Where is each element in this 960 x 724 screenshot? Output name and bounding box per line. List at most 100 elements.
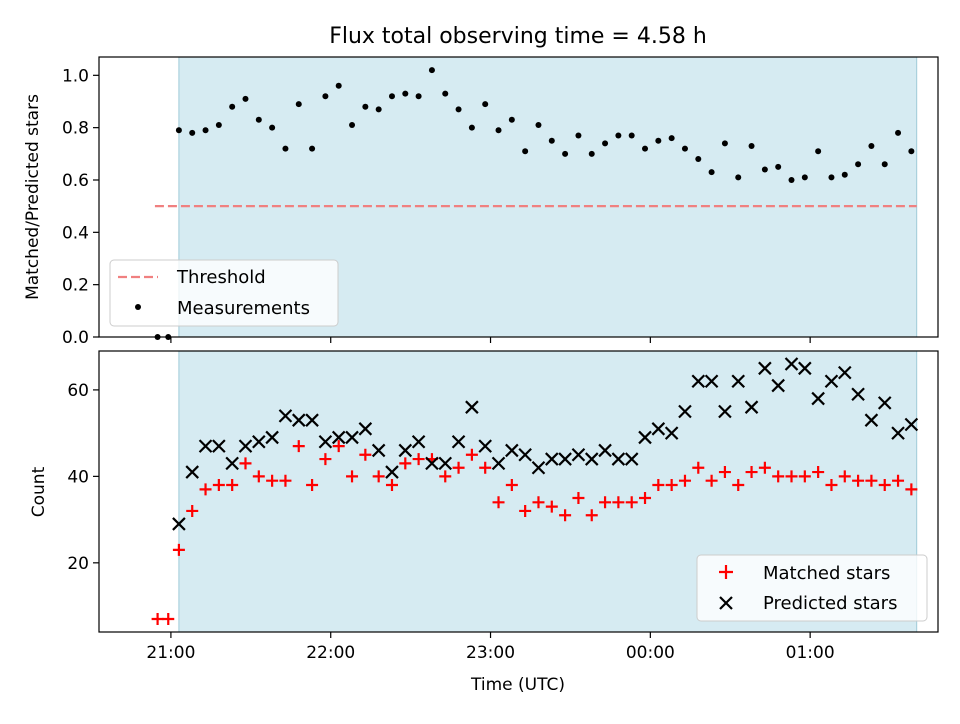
matched-star-point xyxy=(292,440,305,453)
measurement-point xyxy=(761,166,768,173)
matched-star-point xyxy=(718,466,731,479)
measurement-point xyxy=(428,67,435,74)
matched-star-point xyxy=(585,509,598,522)
predicted-star-point xyxy=(531,460,546,475)
matched-star-point xyxy=(412,453,425,466)
measurement-point xyxy=(455,106,462,113)
bottom-x-ticks: 21:00 22:00 23:00 00:00 01:00 xyxy=(146,632,835,663)
predicted-star-point xyxy=(252,435,266,449)
matched-star-point xyxy=(359,448,372,461)
predicted-star-point xyxy=(638,430,652,445)
matched-star-point xyxy=(798,470,811,483)
x-tick-label: 21:00 xyxy=(146,643,195,663)
matched-star-point xyxy=(199,483,212,496)
y-tick-label: 20 xyxy=(67,554,89,574)
predicted-star-point xyxy=(172,517,186,531)
predicted-star-point xyxy=(225,456,239,471)
predicted-star-point xyxy=(571,447,586,462)
measurement-point xyxy=(668,135,675,142)
matched-star-point xyxy=(785,470,798,483)
measurement-point xyxy=(362,103,369,110)
matched-star-point xyxy=(226,479,239,492)
predicted-star-point xyxy=(478,439,492,453)
matched-star-point xyxy=(758,461,771,474)
measurement-point xyxy=(615,132,622,139)
chart-title: Flux total observing time = 4.58 h xyxy=(329,24,707,49)
matched-star-point xyxy=(865,474,878,487)
matched-star-point xyxy=(239,457,252,470)
predicted-star-point xyxy=(265,430,279,445)
matched-star-point xyxy=(465,448,478,461)
measurement-point xyxy=(562,150,569,157)
measurement-point xyxy=(642,145,649,152)
matched-star-point xyxy=(532,496,545,509)
matched-star-point xyxy=(665,479,678,492)
predicted-star-point xyxy=(664,426,679,440)
measurement-point xyxy=(375,106,382,113)
predicted-star-point xyxy=(904,417,919,432)
top-legend: Threshold Measurements xyxy=(109,259,339,327)
predicted-star-point xyxy=(465,400,479,414)
y-tick-label: 60 xyxy=(67,381,89,401)
measurement-point xyxy=(801,174,808,181)
measurement-point xyxy=(522,148,529,155)
predicted-star-point xyxy=(691,374,706,389)
measurement-point xyxy=(442,90,449,97)
predicted-star-point xyxy=(784,357,799,371)
measurement-point xyxy=(775,163,782,170)
predicted-star-point xyxy=(305,413,319,427)
measurement-point xyxy=(602,140,609,147)
measurement-point xyxy=(508,116,515,123)
predicted-star-point xyxy=(598,443,612,458)
predicted-star-point xyxy=(704,374,719,389)
predicted-star-point xyxy=(731,374,746,389)
matched-star-point xyxy=(279,474,292,487)
predicted-star-point xyxy=(291,413,306,427)
matched-star-point xyxy=(306,479,319,492)
bottom-legend-box xyxy=(696,554,928,622)
predicted-star-point xyxy=(678,404,692,419)
matched-star-point xyxy=(319,453,332,466)
x-tick-label: 01:00 xyxy=(786,643,835,663)
matched-star-point xyxy=(186,504,199,517)
bottom-axes-frame xyxy=(98,350,939,633)
predicted-star-point xyxy=(518,447,532,462)
bottom-y-ticks: 20 40 60 xyxy=(67,381,99,574)
measurement-point xyxy=(468,124,475,131)
measurement-point xyxy=(788,176,795,183)
matched-star-point xyxy=(545,500,558,513)
matched-star-point xyxy=(612,496,625,509)
predicted-star-point xyxy=(838,365,852,380)
bottom-panel: 20 40 60 21:00 22:00 23:00 00:00 01:00 Count T… xyxy=(29,350,939,695)
predicted-star-point xyxy=(811,391,825,406)
measurement-point xyxy=(229,103,236,110)
measurement-point xyxy=(681,145,688,152)
predicted-star-point xyxy=(371,443,386,458)
matched-star-point xyxy=(572,491,585,504)
predicted-star-point xyxy=(771,378,785,393)
legend-threshold-label: Threshold xyxy=(176,267,266,288)
predicted-star-point xyxy=(718,404,732,419)
predicted-star-point xyxy=(545,452,559,466)
y-tick-label: 40 xyxy=(67,467,89,487)
matched-star-point xyxy=(172,543,185,556)
predicted-star-point xyxy=(851,387,865,402)
matched-star-point xyxy=(745,466,758,479)
measurement-point xyxy=(215,122,222,129)
legend-measurements-label: Measurements xyxy=(177,298,310,319)
matched-star-point xyxy=(151,613,164,626)
predicted-star-point xyxy=(651,422,666,436)
predicted-star-point xyxy=(744,400,759,414)
top-x-ticks xyxy=(170,337,811,343)
measurement-point xyxy=(349,122,356,129)
top-y-ticks: 0.0 0.2 0.4 0.6 0.8 1.0 xyxy=(62,66,99,348)
matched-star-point xyxy=(732,479,745,492)
matched-star-point xyxy=(625,496,638,509)
measurement-point xyxy=(895,129,902,136)
matched-star-point xyxy=(692,461,705,474)
matched-star-point xyxy=(878,479,891,492)
measurement-point xyxy=(841,171,848,178)
predicted-star-point xyxy=(411,435,426,449)
predicted-star-point xyxy=(331,430,346,445)
matched-star-point xyxy=(652,479,665,492)
